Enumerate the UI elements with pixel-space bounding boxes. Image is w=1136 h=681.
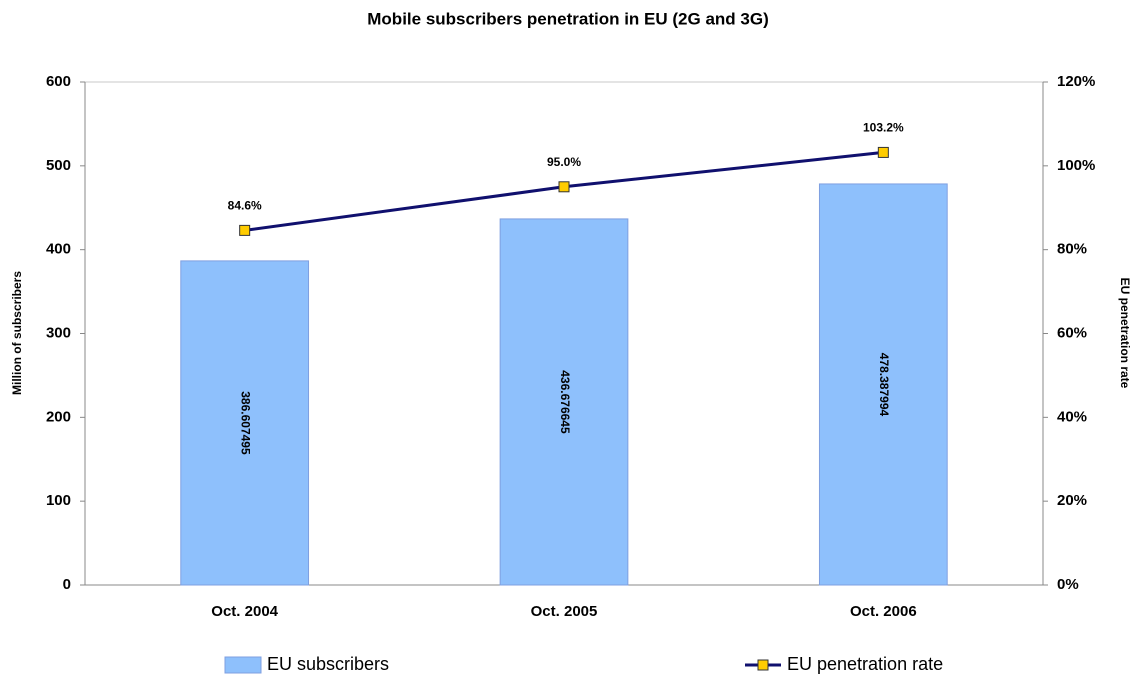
y2-axis-label: EU penetration rate xyxy=(1118,278,1132,389)
y2-tick-label: 80% xyxy=(1057,241,1087,258)
legend-label: EU penetration rate xyxy=(787,654,943,674)
bar-value-label: 386.607495 xyxy=(238,391,252,455)
x-tick-label: Oct. 2006 xyxy=(850,603,917,620)
bar xyxy=(499,218,629,586)
y2-tick-label: 20% xyxy=(1057,492,1087,509)
y2-tick-label: 40% xyxy=(1057,408,1087,425)
line-marker xyxy=(239,224,251,236)
y-tick-label: 200 xyxy=(46,408,71,425)
legend-swatch xyxy=(224,656,262,674)
bar xyxy=(180,260,310,586)
line-marker xyxy=(558,181,570,193)
x-tick-label: Oct. 2005 xyxy=(531,603,598,620)
y-axis-label: Million of subscribers xyxy=(10,271,24,395)
y-tick-label: 600 xyxy=(46,73,71,90)
bar xyxy=(818,183,948,586)
y2-tick-label: 100% xyxy=(1057,157,1095,174)
line-value-label: 103.2% xyxy=(863,121,904,135)
line-value-label: 95.0% xyxy=(547,155,581,169)
line-value-label: 84.6% xyxy=(228,199,262,213)
y-tick-label: 100 xyxy=(46,492,71,509)
y2-tick-label: 0% xyxy=(1057,576,1079,593)
y-tick-label: 0 xyxy=(63,576,71,593)
chart-title: Mobile subscribers penetration in EU (2G… xyxy=(367,9,768,28)
legend-marker xyxy=(757,659,769,671)
y2-tick-label: 120% xyxy=(1057,73,1095,90)
bar-value-label: 436.676645 xyxy=(558,370,572,434)
y-tick-label: 500 xyxy=(46,157,71,174)
x-tick-label: Oct. 2004 xyxy=(211,603,278,620)
y-tick-label: 400 xyxy=(46,241,71,258)
y2-tick-label: 60% xyxy=(1057,324,1087,341)
line-marker xyxy=(877,146,889,158)
bar-value-label: 478.387994 xyxy=(877,353,891,417)
legend-label: EU subscribers xyxy=(267,654,389,674)
y-tick-label: 300 xyxy=(46,324,71,341)
